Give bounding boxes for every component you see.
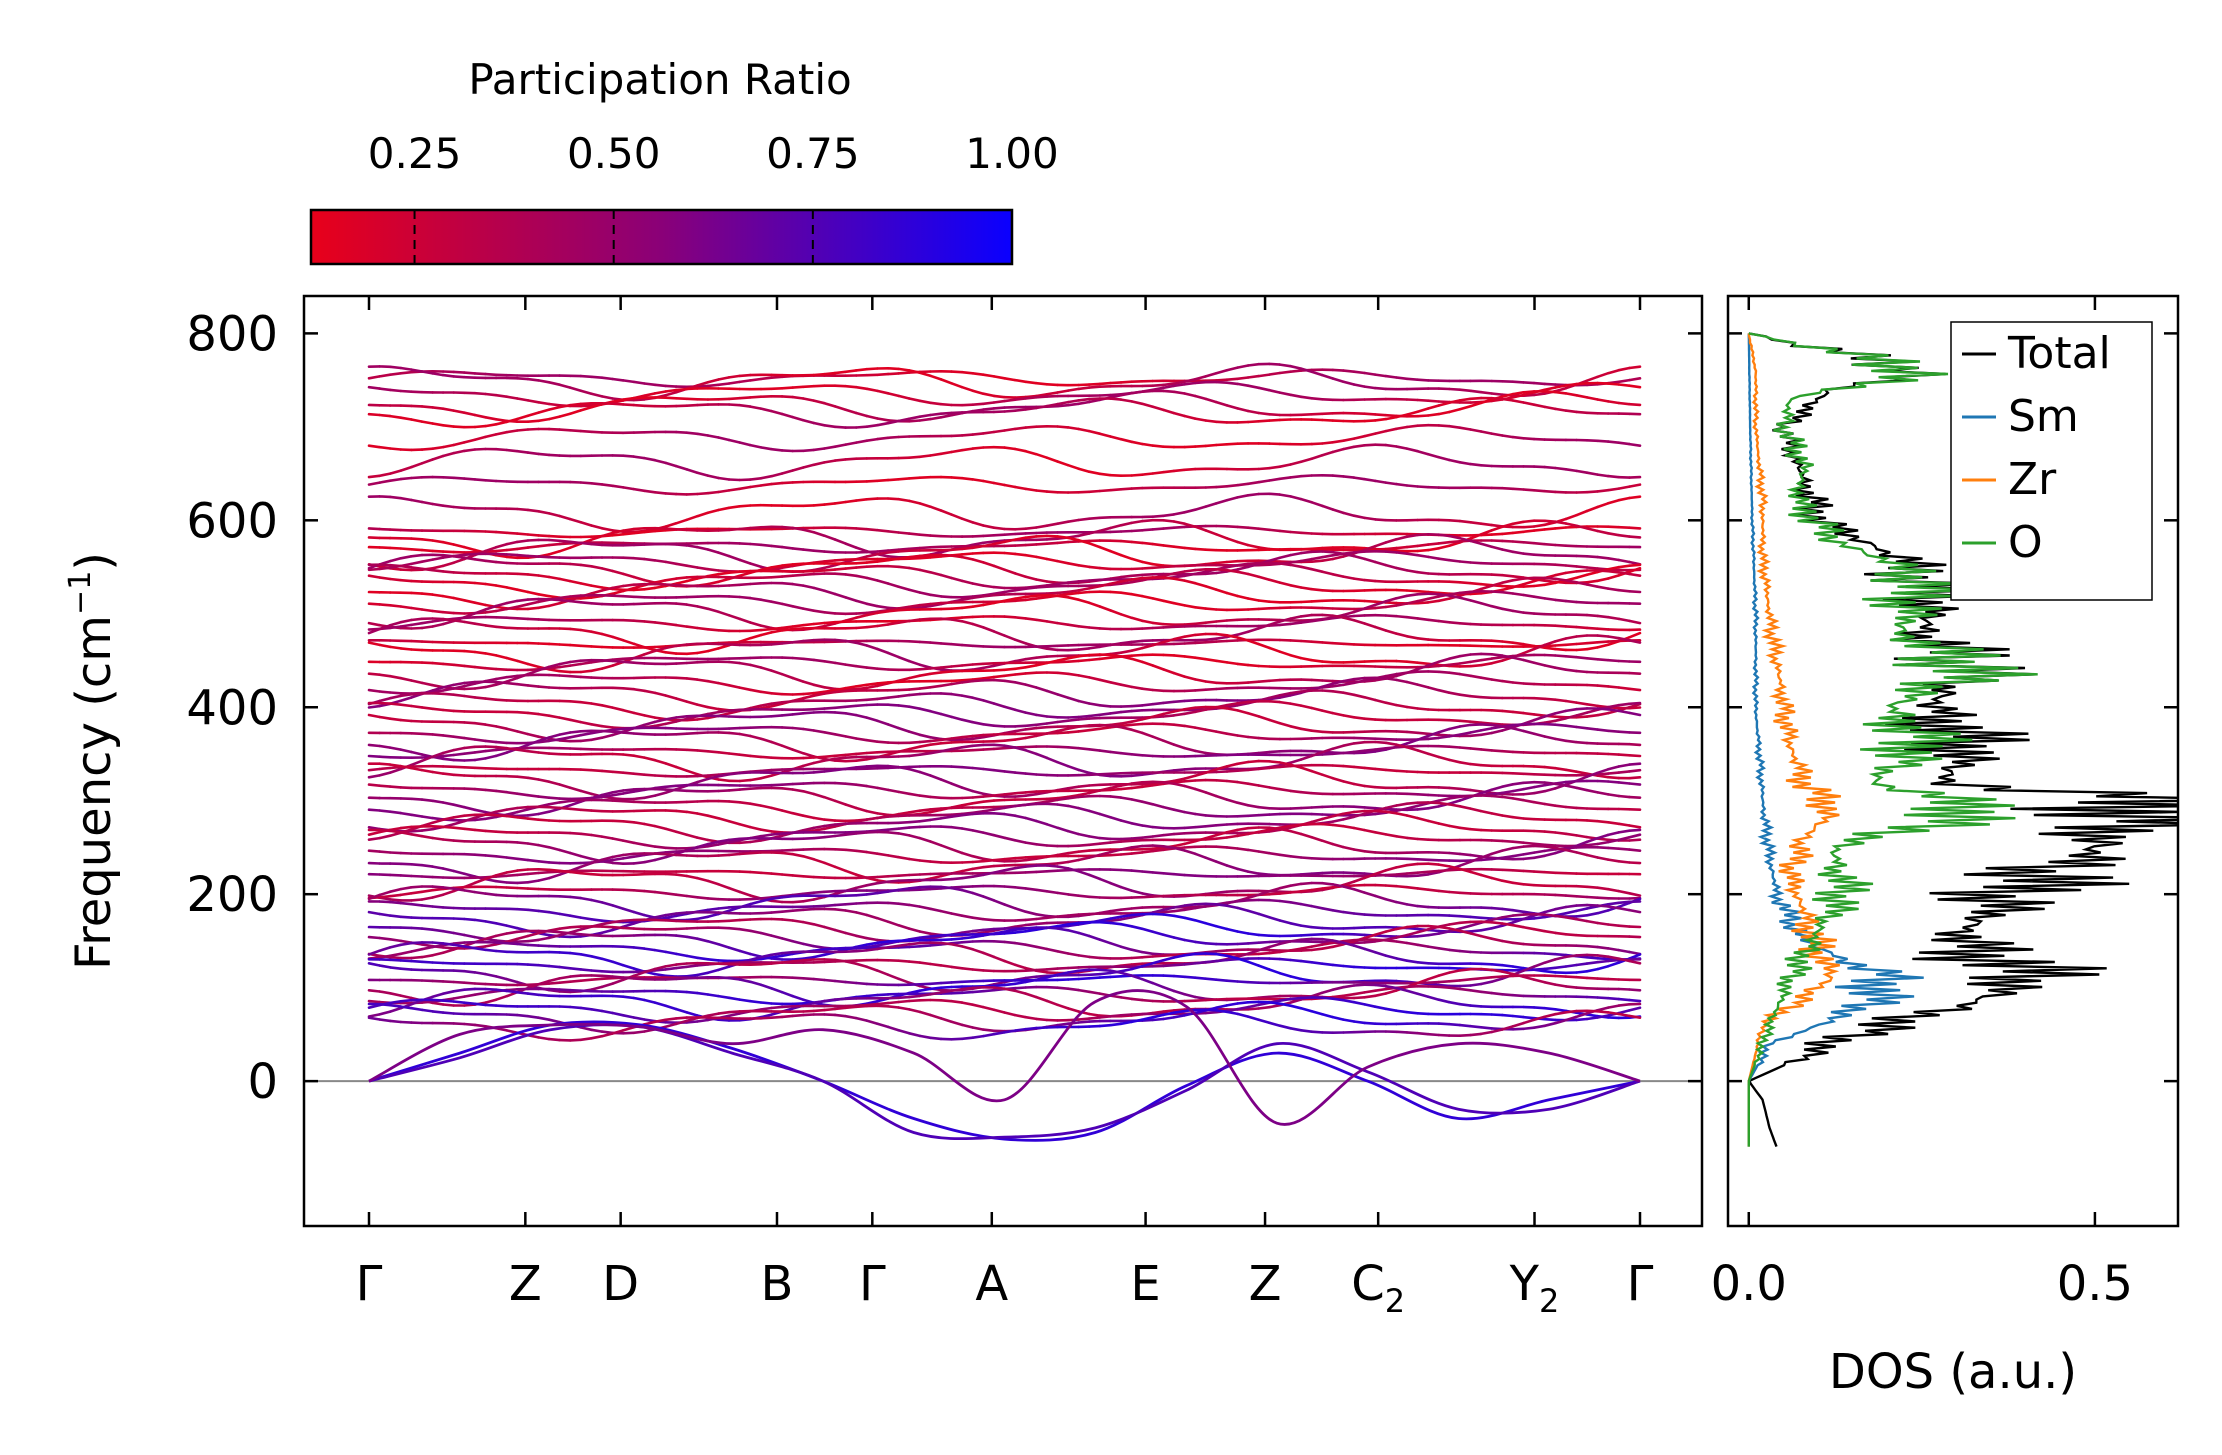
x-tick-label: C2: [1351, 1256, 1405, 1320]
y-tick-label: 200: [186, 867, 278, 923]
dos-x-tick-label: 0.0: [1711, 1256, 1787, 1312]
phonon-band: [367, 561, 1642, 592]
y-tick-label: 400: [186, 680, 278, 736]
dos-x-axis-label: DOS (a.u.): [1829, 1344, 2077, 1400]
colorbar-title: Participation Ratio: [468, 55, 851, 104]
y-tick-label: 800: [186, 306, 278, 362]
y-axis-label: Frequency (cm−1): [63, 552, 122, 970]
acoustic-1: [368, 989, 1641, 1126]
soft-mode-1: [368, 1020, 1641, 1142]
soft-mode-2: [368, 1023, 1641, 1141]
phonon-band: [367, 822, 1642, 850]
x-tick-label: A: [975, 1256, 1008, 1312]
legend-label: Sm: [2008, 391, 2079, 442]
x-tick-label: E: [1130, 1256, 1160, 1312]
colorbar-gradient: [309, 208, 1014, 266]
dispersion-frame: [302, 294, 1704, 1228]
legend-label: Zr: [2008, 454, 2057, 505]
phonon-band: [367, 902, 1642, 939]
x-tick-label: Y2: [1509, 1256, 1560, 1320]
x-tick-label: Γ: [859, 1256, 886, 1312]
dos-series-total: [1747, 332, 2178, 1148]
colorbar-tick-label: 0.50: [567, 129, 661, 178]
phonon-band: [367, 744, 1642, 760]
colorbar-ticks: 0.25 0.50 0.75 1.00: [368, 129, 1059, 264]
legend-box: [1950, 321, 2153, 601]
phonon-band: [367, 670, 1642, 696]
dos-frame: [1726, 294, 2180, 1228]
phonon-band: [367, 473, 1642, 496]
phonon-band: [367, 576, 1642, 611]
dos-y-ticks: [1728, 332, 2178, 1083]
phonon-band: [367, 396, 1642, 429]
x-tick-label: Γ: [356, 1256, 383, 1312]
dos-x-ticks: 0.0 0.5: [1711, 296, 2133, 1312]
phonon-band: [367, 778, 1642, 801]
x-tick-label: Z: [509, 1256, 542, 1312]
x-tick-label: Γ: [1627, 1256, 1654, 1312]
y-tick-label: 600: [186, 493, 278, 549]
colorbar-tick-label: 0.25: [368, 129, 462, 178]
phonon-band: [367, 974, 1642, 987]
phonon-band: [367, 653, 1642, 672]
x-tick-label: Z: [1249, 1256, 1282, 1312]
phonon-band: [367, 763, 1642, 778]
phonon-band: [367, 883, 1642, 901]
phonon-band: [367, 423, 1642, 453]
y-axis-label-superscript: −1: [63, 571, 98, 615]
x-tick-label: D: [602, 1256, 639, 1312]
phonon-band: [367, 723, 1642, 763]
phonon-band: [367, 826, 1642, 866]
phonon-band: [367, 443, 1642, 482]
phonon-band: [367, 676, 1642, 712]
x-tick-label: B: [761, 1256, 794, 1312]
y-axis-ticks: 0 200 400 600 800: [186, 306, 1702, 1110]
dispersion-panel: 0 200 400 600 800 Γ Z D B Γ A E Z C2 Y2 Γ Frequency (c…: [63, 294, 1704, 1320]
phonon-band-lines: [304, 362, 1702, 1142]
phonon-band: [367, 862, 1642, 904]
legend-label: O: [2008, 517, 2043, 568]
legend-label: Total: [2007, 328, 2111, 379]
phonon-band: [367, 368, 1642, 389]
dos-lines: [1747, 332, 2178, 1148]
y-axis-label-end: ): [66, 552, 122, 571]
dos-legend: Total Sm Zr O: [1950, 321, 2153, 601]
phonon-band: [367, 689, 1642, 722]
phonon-band: [367, 492, 1642, 534]
phonon-band: [367, 801, 1642, 835]
dos-panel: 0.0 0.5 DOS (a.u.) Total Sm Zr O: [1711, 294, 2180, 1400]
y-tick-label: 0: [247, 1054, 278, 1110]
dos-series-sm: [1747, 333, 1924, 1147]
phonon-band: [367, 613, 1642, 633]
colorbar-tick-label: 1.00: [965, 129, 1059, 178]
colorbar: Participation Ratio 0.25 0.50 0.75 1.00: [309, 55, 1059, 266]
phonon-band: [367, 592, 1642, 632]
dos-series-zr: [1747, 333, 1841, 1147]
dos-x-tick-label: 0.5: [2057, 1256, 2133, 1312]
phonon-band: [367, 589, 1642, 616]
colorbar-tick-label: 0.75: [766, 129, 860, 178]
phonon-band: [367, 699, 1642, 730]
x-axis-ticks: Γ Z D B Γ A E Z C2 Y2 Γ: [356, 296, 1654, 1320]
dos-series-o: [1747, 332, 2038, 1147]
phonon-band: [367, 867, 1642, 880]
phonon-band: [367, 938, 1642, 963]
phonon-band: [367, 845, 1642, 865]
y-axis-label-main: Frequency (cm: [66, 615, 122, 970]
